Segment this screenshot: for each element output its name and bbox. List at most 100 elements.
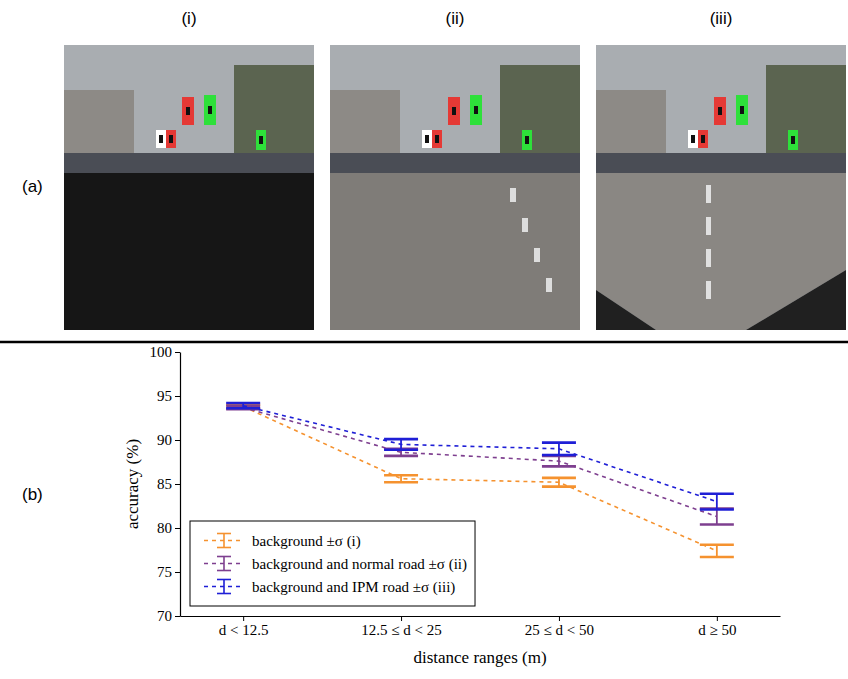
traffic-light bbox=[474, 106, 478, 114]
y-tick-label: 80 bbox=[157, 520, 172, 536]
error-bar-cap bbox=[542, 465, 576, 468]
error-bar-cap bbox=[226, 402, 260, 405]
traffic-light bbox=[740, 106, 744, 114]
traffic-light-box bbox=[422, 130, 432, 148]
error-bar bbox=[384, 475, 418, 482]
error-bar bbox=[542, 443, 576, 455]
traffic-light-box bbox=[522, 130, 532, 150]
y-tick: 95 bbox=[157, 388, 180, 404]
traffic-light bbox=[186, 107, 190, 115]
y-tick: 85 bbox=[157, 476, 180, 492]
image-label: (i) bbox=[181, 9, 196, 28]
panel-label: (a) bbox=[22, 177, 43, 196]
y-axis-line bbox=[180, 353, 181, 617]
x-tick: 25 ≤ d < 50 bbox=[525, 616, 594, 638]
masked-road bbox=[64, 173, 314, 330]
y-tick: 90 bbox=[157, 432, 180, 448]
legend-errorbar-cap bbox=[217, 593, 231, 595]
sky bbox=[596, 45, 846, 330]
traffic-light-box bbox=[788, 130, 798, 150]
traffic-light-box bbox=[166, 130, 176, 148]
error-bar-cap bbox=[542, 485, 576, 488]
road bbox=[330, 173, 580, 330]
image-label: (iii) bbox=[710, 9, 733, 28]
legend-label: background and normal road ±σ (ii) bbox=[252, 556, 467, 573]
lane-mark bbox=[706, 217, 711, 235]
plot-marks bbox=[226, 403, 734, 557]
traffic-light bbox=[259, 136, 263, 144]
x-tick-mark bbox=[401, 616, 402, 621]
error-bar bbox=[542, 456, 576, 467]
y-tick-label: 75 bbox=[157, 564, 172, 580]
y-tick: 70 bbox=[157, 608, 180, 624]
lane-mark bbox=[546, 278, 552, 292]
x-tick-mark bbox=[243, 616, 244, 621]
error-bar bbox=[700, 494, 734, 510]
traffic-light bbox=[169, 135, 173, 143]
cars bbox=[596, 153, 846, 173]
lane-mark bbox=[706, 249, 711, 267]
legend-errorbar-cap bbox=[217, 556, 231, 558]
traffic-light-box bbox=[688, 130, 698, 148]
y-tick-mark bbox=[175, 440, 180, 441]
traffic-light-box bbox=[698, 130, 708, 148]
traffic-light-box bbox=[470, 95, 482, 125]
lane-mark bbox=[706, 281, 711, 299]
y-tick-mark bbox=[175, 396, 180, 397]
error-bar-cap bbox=[542, 455, 576, 458]
traffic-light-box bbox=[182, 97, 194, 125]
legend-label: background and IPM road ±σ (iii) bbox=[252, 579, 455, 596]
x-tick-label: 25 ≤ d < 50 bbox=[525, 622, 594, 638]
error-bar-cap bbox=[542, 477, 576, 480]
ipm-void bbox=[746, 270, 846, 330]
y-tick-mark bbox=[175, 572, 180, 573]
error-bar-cap bbox=[226, 408, 260, 411]
cars bbox=[64, 153, 314, 173]
x-tick: d ≥ 50 bbox=[698, 616, 736, 638]
image-panel bbox=[64, 45, 314, 330]
y-tick-mark bbox=[175, 616, 180, 617]
y-tick-label: 85 bbox=[157, 476, 172, 492]
error-bar-cap bbox=[700, 492, 734, 495]
legend-errorbar-cap bbox=[217, 533, 231, 535]
error-bar-cap bbox=[226, 407, 260, 410]
traffic-light bbox=[435, 135, 439, 143]
traffic-light-box bbox=[432, 130, 442, 148]
y-tick: 100 bbox=[150, 344, 181, 360]
error-bar bbox=[226, 403, 260, 408]
ipm-road bbox=[596, 173, 846, 330]
ipm-void bbox=[596, 290, 656, 330]
traffic-light bbox=[718, 107, 722, 115]
error-bar-cap bbox=[542, 454, 576, 457]
error-bar-stem bbox=[716, 545, 718, 557]
error-bar-cap bbox=[384, 474, 418, 477]
error-bar-stem bbox=[400, 439, 402, 450]
error-bar-stem bbox=[716, 494, 718, 510]
lane-mark bbox=[522, 218, 528, 232]
y-tick: 75 bbox=[157, 564, 180, 580]
traffic-light bbox=[791, 136, 795, 144]
sky bbox=[330, 45, 580, 330]
error-bar-stem bbox=[558, 443, 560, 455]
y-axis: 70 75 80 85 90 95 100 bbox=[150, 344, 181, 624]
error-bar-cap bbox=[384, 455, 418, 458]
error-bar bbox=[384, 439, 418, 450]
x-tick-label: d ≥ 50 bbox=[698, 622, 736, 638]
traffic-light bbox=[425, 135, 429, 143]
error-bar bbox=[700, 509, 734, 525]
error-bar bbox=[700, 545, 734, 557]
lane-mark bbox=[706, 185, 711, 203]
error-bar-stem bbox=[716, 509, 718, 525]
x-tick: 12.5 ≤ d < 25 bbox=[361, 616, 441, 638]
traffic-light-box bbox=[448, 97, 460, 125]
traffic-light bbox=[701, 135, 705, 143]
error-bar-cap bbox=[226, 407, 260, 410]
error-bar-cap bbox=[384, 448, 418, 451]
divider bbox=[0, 341, 848, 344]
error-bar-cap bbox=[384, 481, 418, 484]
image-panel bbox=[596, 45, 846, 330]
y-tick-label: 95 bbox=[157, 388, 172, 404]
panel-label: (b) bbox=[22, 485, 43, 504]
y-tick-mark bbox=[175, 484, 180, 485]
legend-errorbar bbox=[223, 534, 225, 548]
